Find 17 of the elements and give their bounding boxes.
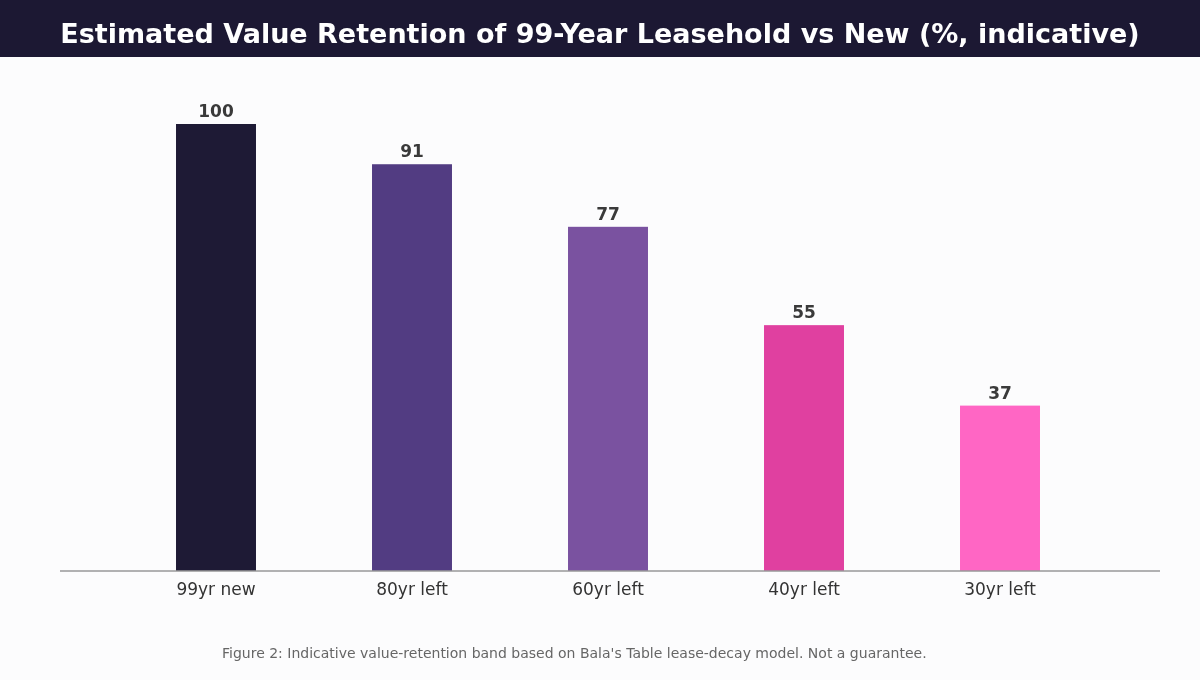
x-tick-label: 80yr left: [376, 579, 449, 599]
data-label: 91: [400, 141, 424, 162]
bar: [568, 226, 648, 571]
data-label: 100: [198, 101, 234, 121]
bar: [372, 164, 452, 571]
x-tick-label: 40yr left: [768, 579, 841, 599]
chart-title: Estimated Value Retention of 99-Year Leasehold vs New (%, indicative): [60, 18, 1140, 49]
x-tick-label: 30yr left: [964, 579, 1037, 599]
data-label: 77: [596, 203, 620, 224]
data-label: 55: [792, 302, 816, 323]
x-tick-label: 60yr left: [572, 579, 645, 599]
bar: [176, 124, 256, 571]
bar: [764, 325, 844, 571]
x-tick-label: 99yr new: [176, 579, 256, 599]
caption: Figure 2: Indicative value-retention band based on Bala's Table lease-decay model. Not a guarantee.: [222, 645, 927, 661]
data-label: 37: [988, 382, 1012, 403]
bar: [960, 405, 1040, 571]
